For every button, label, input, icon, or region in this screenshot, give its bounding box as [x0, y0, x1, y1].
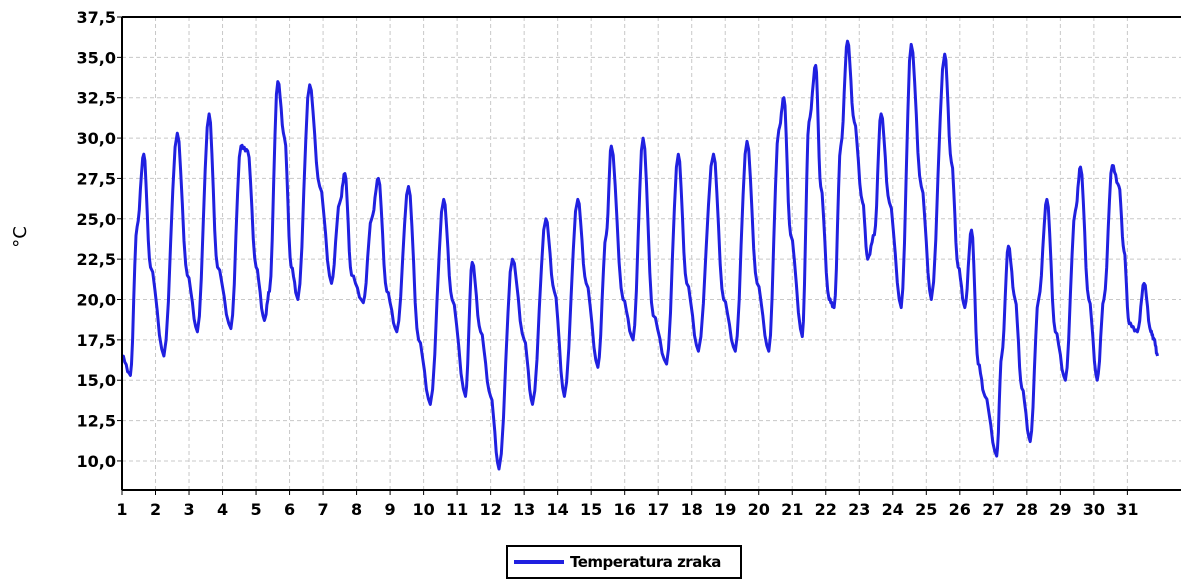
grid [121, 16, 1181, 490]
y-tick-label: 25,0 [77, 210, 116, 229]
x-tick-label: 30 [1083, 500, 1105, 519]
x-tick-label: 25 [915, 500, 937, 519]
y-tick-label: 32,5 [77, 89, 116, 108]
x-tick-label: 18 [681, 500, 703, 519]
series-layer [121, 39, 1159, 471]
x-tick-label: 19 [714, 500, 736, 519]
y-tick-label: 17,5 [77, 331, 116, 350]
y-tick-label: 12,5 [77, 412, 116, 431]
x-tick-label: 29 [1049, 500, 1071, 519]
y-tick-label: 15,0 [77, 371, 116, 390]
x-tick-label: 8 [351, 500, 362, 519]
x-tick-label: 27 [982, 500, 1004, 519]
x-tick-label: 21 [781, 500, 803, 519]
x-tick-label: 4 [217, 500, 228, 519]
x-tick-label: 12 [480, 500, 502, 519]
x-tick-label: 3 [183, 500, 194, 519]
series-line-temperatura-zraka [121, 39, 1159, 471]
x-axis-ticks: 1 2 3 4 5 6 7 8 9 10 11 12 13 14 15 16 17 18 19 20 21 22 23 24 2… [116, 490, 1139, 519]
x-tick-label: 24 [882, 500, 904, 519]
x-tick-label: 7 [318, 500, 329, 519]
x-tick-label: 17 [647, 500, 669, 519]
x-tick-label: 20 [748, 500, 770, 519]
x-tick-label: 1 [116, 500, 127, 519]
x-tick-label: 5 [250, 500, 261, 519]
x-tick-label: 11 [446, 500, 468, 519]
plot-frame [121, 16, 1181, 491]
x-tick-label: 6 [284, 500, 295, 519]
x-tick-label: 26 [949, 500, 971, 519]
y-tick-label: 22,5 [77, 250, 116, 269]
x-tick-label: 28 [1016, 500, 1038, 519]
x-tick-label: 15 [580, 500, 602, 519]
legend-swatch [514, 560, 564, 564]
x-tick-label: 22 [815, 500, 837, 519]
x-tick-label: 31 [1116, 500, 1138, 519]
x-tick-label: 13 [513, 500, 535, 519]
y-tick-label: 27,5 [77, 169, 116, 188]
y-axis-ticks: 10,0 12,5 15,0 17,5 20,0 22,5 25,0 27,5 30,0 32,5… [77, 8, 122, 471]
x-tick-label: 10 [412, 500, 434, 519]
x-tick-label: 9 [385, 500, 396, 519]
legend: Temperatura zraka [506, 545, 742, 579]
y-tick-label: 37,5 [77, 8, 116, 27]
legend-label: Temperatura zraka [570, 553, 721, 571]
x-tick-label: 14 [547, 500, 569, 519]
x-tick-label: 2 [150, 500, 161, 519]
y-tick-label: 35,0 [77, 48, 116, 67]
x-tick-label: 23 [848, 500, 870, 519]
y-tick-label: 10,0 [77, 452, 116, 471]
y-axis-label: °C [10, 226, 31, 248]
x-tick-label: 16 [614, 500, 636, 519]
y-tick-label: 20,0 [77, 291, 116, 310]
y-tick-label: 30,0 [77, 129, 116, 148]
